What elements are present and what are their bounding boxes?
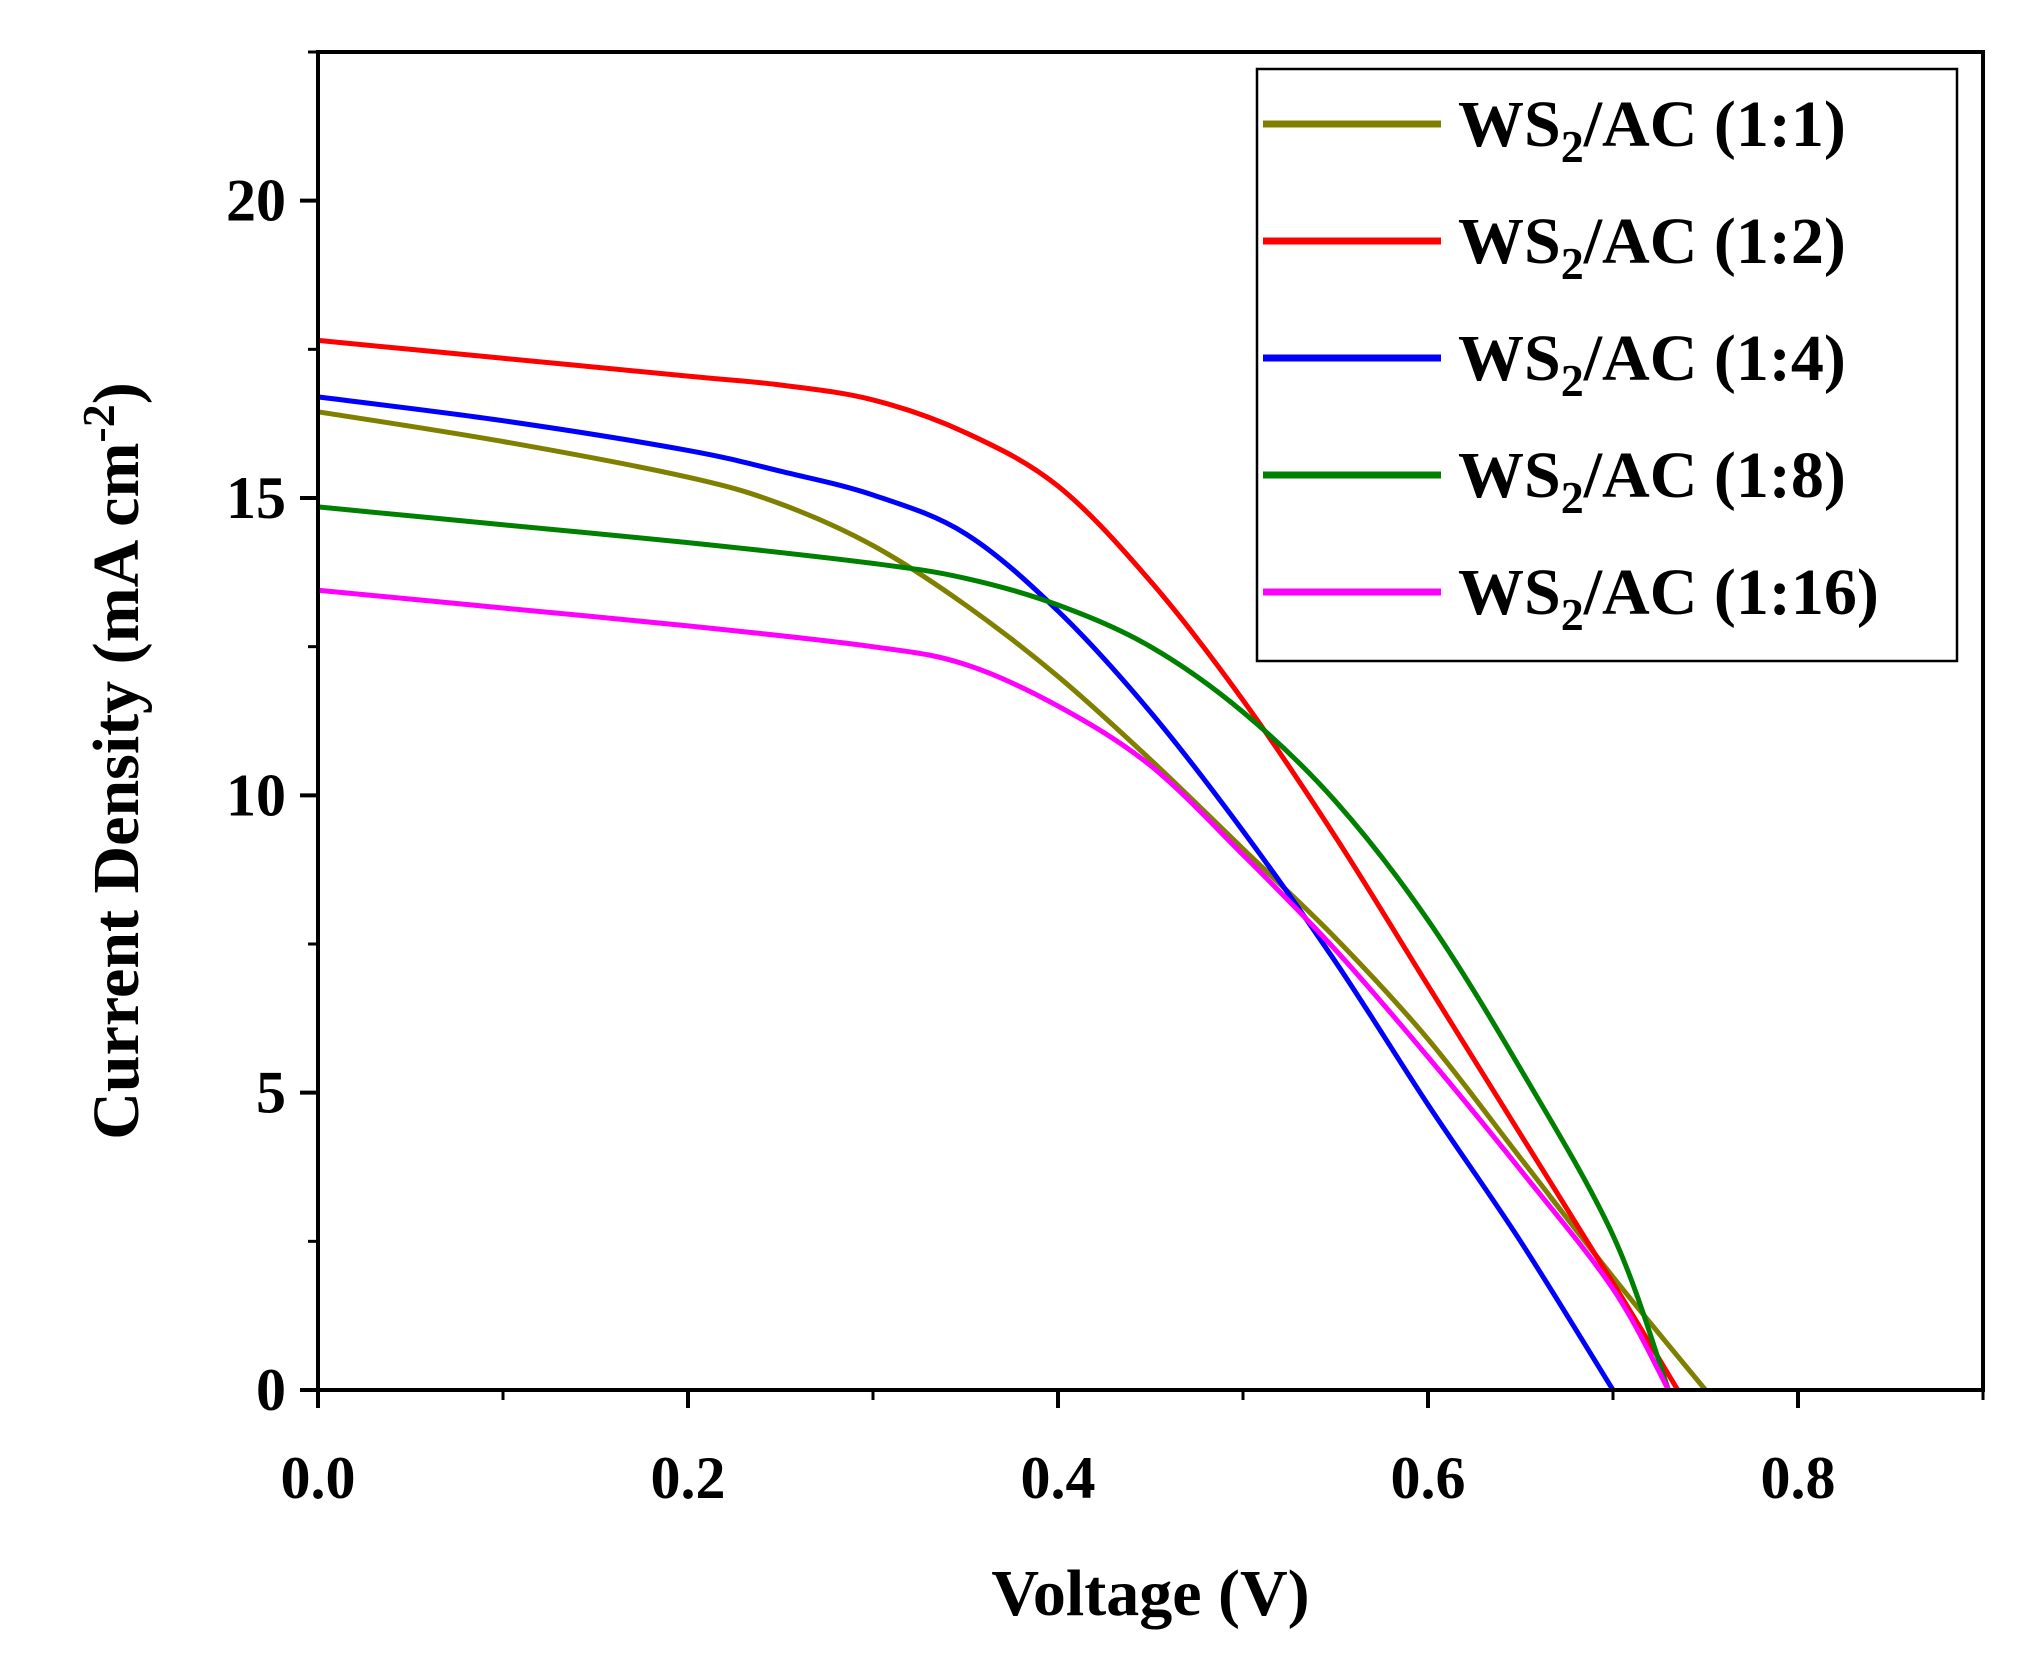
series-line-3 [317, 394, 1616, 1392]
legend-label-1: WS2/AC (1:1) [1458, 88, 1846, 172]
x-tick-label: 0.2 [651, 1445, 726, 1511]
series-line-5 [317, 587, 1671, 1392]
y-tick-label: 5 [256, 1060, 286, 1126]
x-axis-title: Voltage (V) [991, 1557, 1309, 1630]
y-tick-label: 0 [256, 1357, 286, 1423]
series-line-2 [317, 337, 1680, 1392]
x-tick-label: 0.8 [1761, 1445, 1836, 1511]
y-axis-title-sup: -2 [73, 404, 124, 442]
y-tick-label: 10 [226, 762, 286, 828]
x-tick-label: 0.6 [1391, 1445, 1466, 1511]
y-axis-title-close: ) [80, 382, 153, 404]
series-line-1 [317, 409, 1708, 1392]
legend: WS2/AC (1:1) WS2/AC (1:2) WS2/AC (1:4) WS2/… [1255, 67, 1959, 663]
plot-frame [316, 50, 1985, 1392]
series-line-4 [317, 504, 1671, 1391]
y-tick-label: 15 [226, 465, 286, 531]
legend-box [1255, 67, 1959, 663]
series-layer [317, 337, 1708, 1392]
ticks-layer: 0.0 0.2 0.4 0.6 0.8 0 5 10 15 20 [226, 50, 1985, 1511]
y-axis-title: Current Density (mA cm-2) [73, 382, 153, 1139]
y-tick-label: 20 [226, 168, 286, 234]
legend-label-5: WS2/AC (1:16) [1458, 556, 1879, 640]
x-tick-label: 0.4 [1021, 1445, 1096, 1511]
legend-label-4: WS2/AC (1:8) [1458, 439, 1846, 523]
legend-label-3: WS2/AC (1:4) [1458, 322, 1846, 406]
x-tick-label: 0.0 [281, 1445, 356, 1511]
legend-label-2: WS2/AC (1:2) [1458, 205, 1846, 289]
y-axis-title-main: Current Density (mA cm [80, 443, 153, 1140]
